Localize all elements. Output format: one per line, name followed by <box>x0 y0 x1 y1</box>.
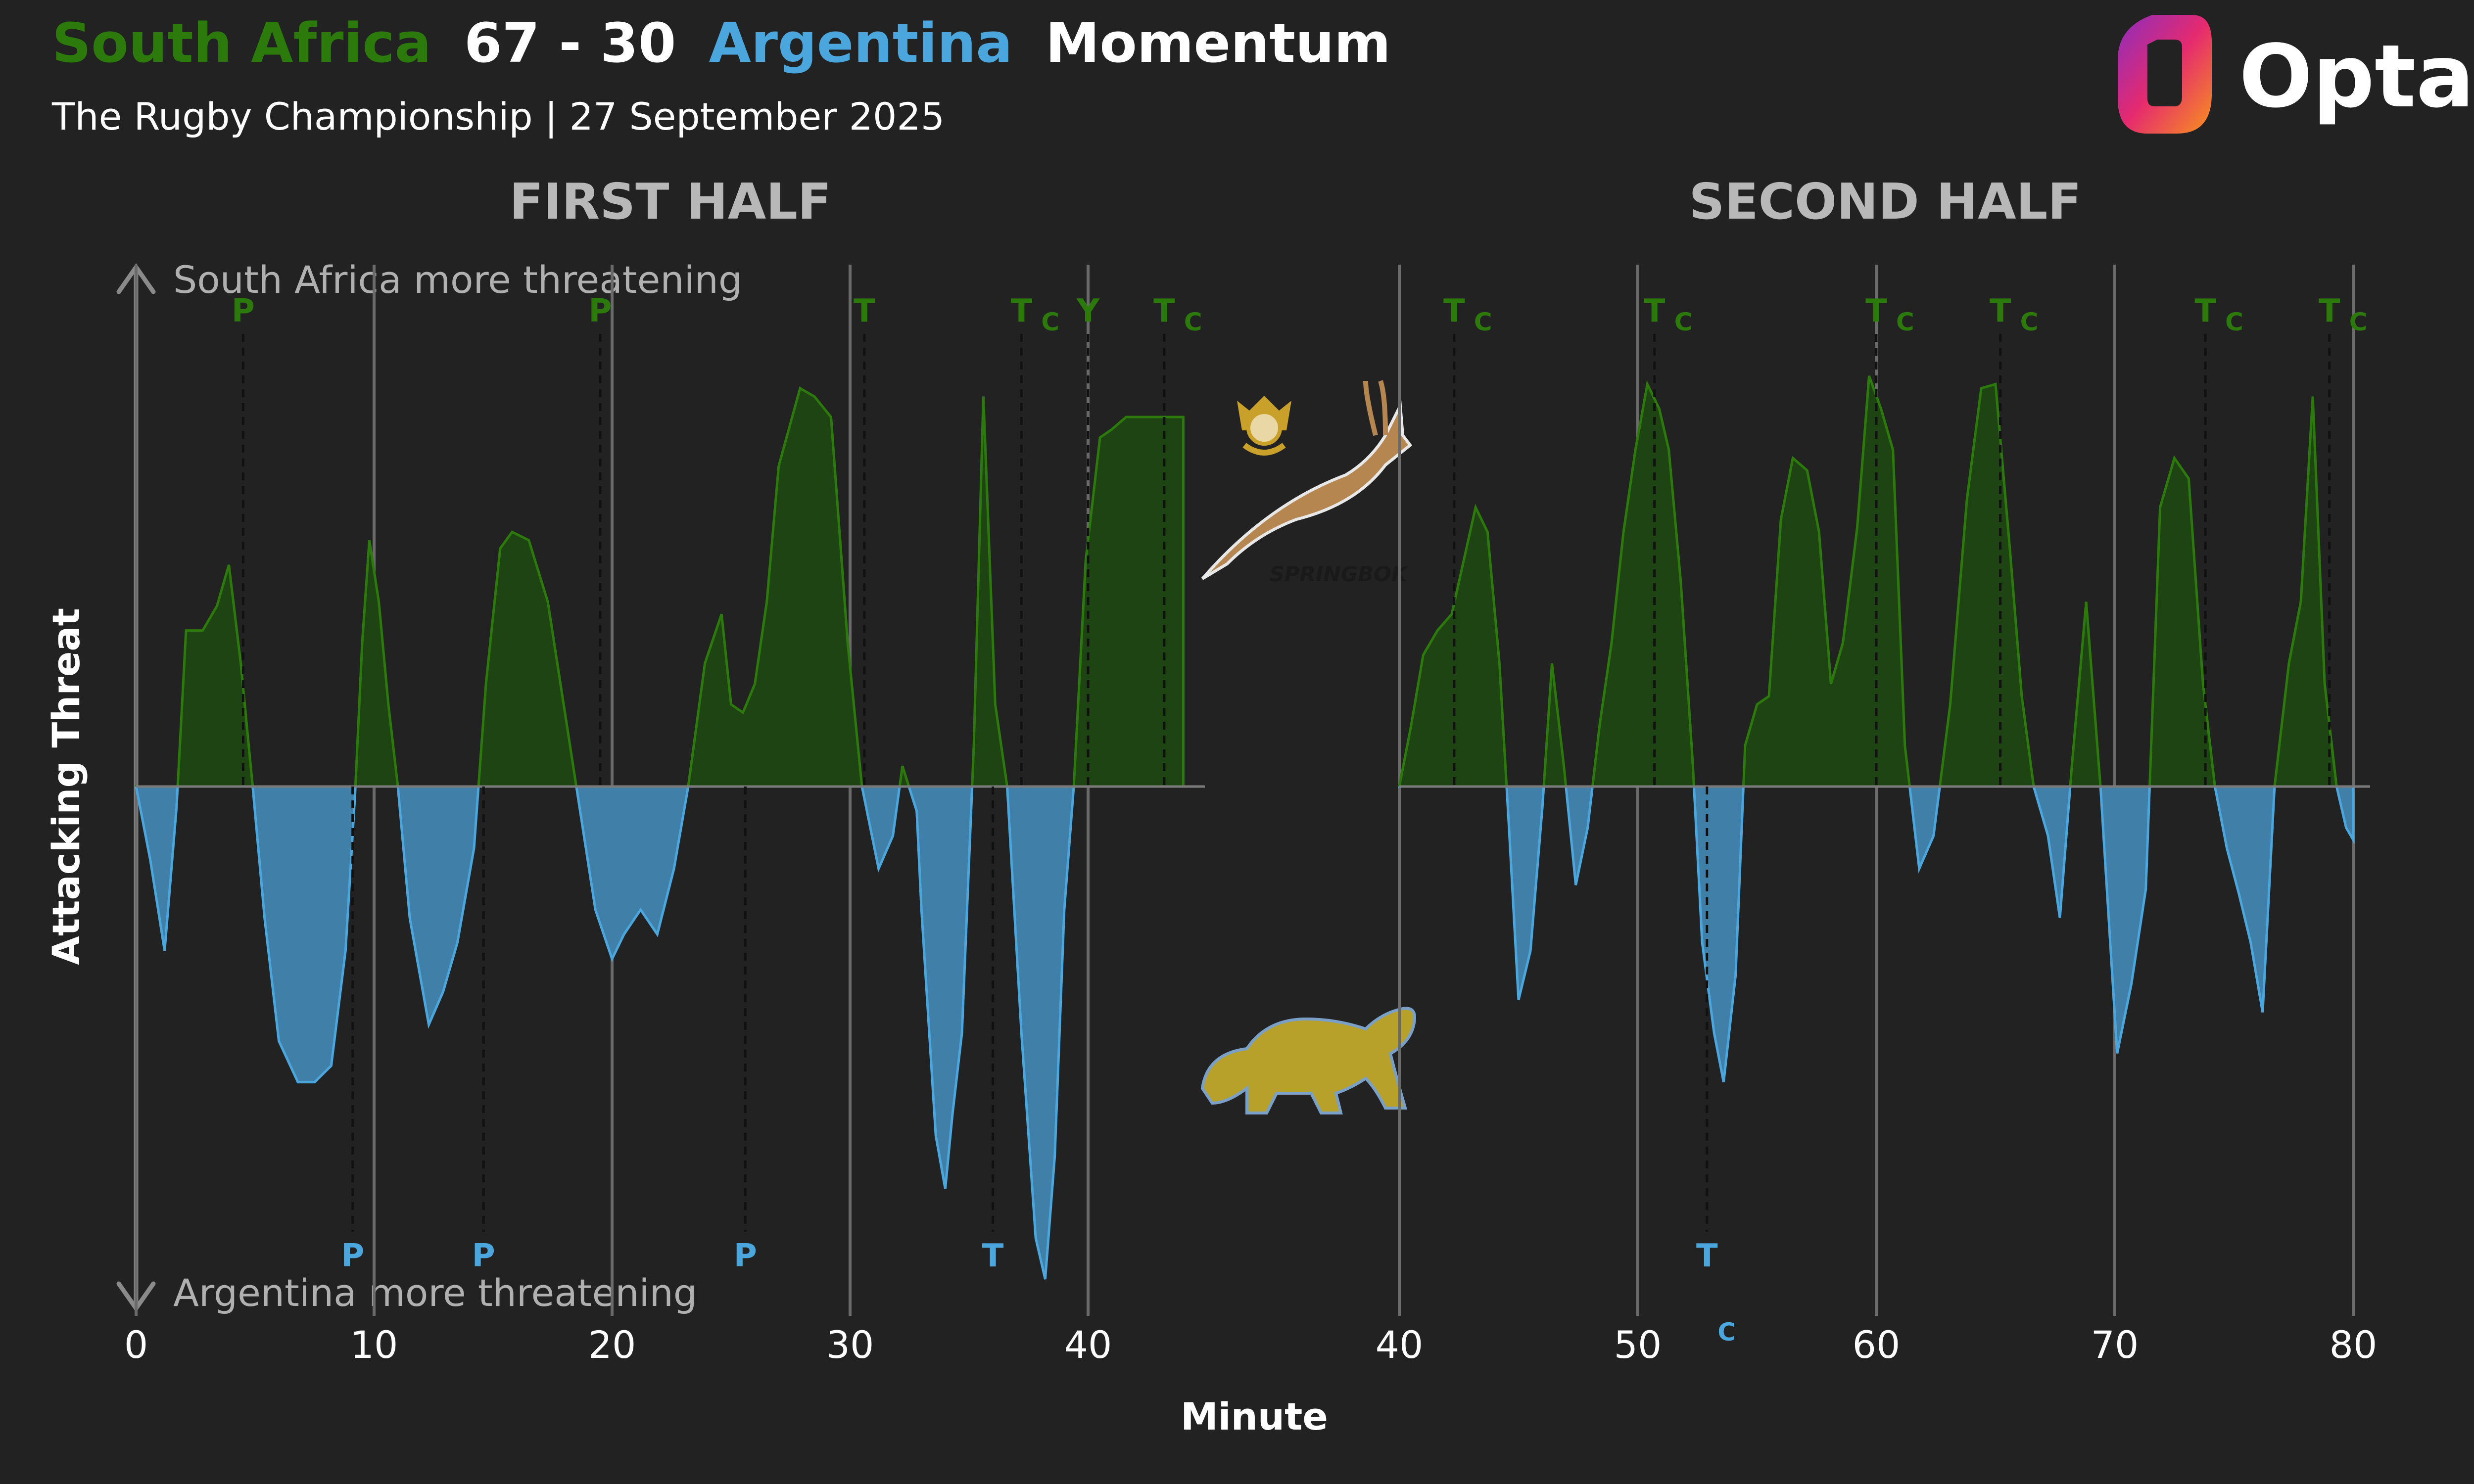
x-tick-label: 70 <box>2091 1323 2139 1367</box>
opta-logo: Opta <box>2118 15 2474 134</box>
home-threat-area <box>1398 375 2355 787</box>
x-tick-label: 20 <box>588 1323 636 1367</box>
home-conversion-label: C <box>2349 308 2368 336</box>
away-event-label: P <box>341 1238 364 1274</box>
panel-title-first-half: FIRST HALF <box>510 173 832 231</box>
away-event-label: P <box>734 1238 757 1274</box>
x-tick-label: 10 <box>350 1323 398 1367</box>
springbok-emblem-text: SPRINGBOK <box>1270 562 1409 586</box>
chart-title: South Africa 67 - 30 Argentina Momentum <box>52 11 1391 75</box>
home-event-label: T <box>1153 293 1175 329</box>
springbok-emblem-icon: SPRINGBOK <box>1201 380 1413 586</box>
title-away-team: Argentina <box>709 11 1013 75</box>
home-event-label: T <box>1010 293 1032 329</box>
home-event-label: T <box>1990 293 2011 329</box>
away-event-label: T <box>1696 1238 1718 1274</box>
x-tick-label: 80 <box>2330 1323 2378 1367</box>
x-tick-label: 40 <box>1064 1323 1112 1367</box>
chart-subtitle: The Rugby Championship | 27 September 20… <box>51 94 945 139</box>
home-conversion-label: C <box>1896 308 1914 336</box>
second-half-panel: 40 50 60 70 80T C T C T C T C T C T CTC <box>1376 265 2378 1367</box>
home-event-label: P <box>588 293 612 329</box>
home-conversion-label: C <box>1184 308 1202 336</box>
home-conversion-label: C <box>1041 308 1059 336</box>
home-event-label: T <box>1443 293 1465 329</box>
home-conversion-label: C <box>1474 308 1492 336</box>
away-event-label: T <box>982 1238 1004 1274</box>
home-event-label: T <box>854 293 875 329</box>
title-home-team: South Africa <box>52 11 431 75</box>
panel-title-second-half: SECOND HALF <box>1689 173 2081 231</box>
axis-top-label: South Africa more threatening <box>173 258 742 302</box>
away-event-label: P <box>472 1238 495 1274</box>
x-tick-label: 30 <box>826 1323 874 1367</box>
away-threat-area <box>135 787 1185 1280</box>
x-tick-label: 40 <box>1376 1323 1424 1367</box>
home-conversion-label: C <box>2020 308 2039 336</box>
home-event-label: T <box>1865 293 1887 329</box>
opta-mark-icon <box>2118 15 2212 134</box>
y-axis-title: Attacking Threat <box>44 608 88 965</box>
home-event-label: T <box>2319 293 2340 329</box>
opta-wordmark: Opta <box>2239 27 2474 127</box>
x-tick-label: 60 <box>1853 1323 1901 1367</box>
title-score: 67 - 30 <box>464 11 676 75</box>
away-conversion-label: C <box>1717 1318 1736 1346</box>
home-conversion-label: C <box>2225 308 2243 336</box>
home-conversion-label: C <box>1674 308 1693 336</box>
puma-emblem-icon <box>1200 1007 1416 1114</box>
home-event-label: T <box>1644 293 1665 329</box>
x-tick-label: 50 <box>1614 1323 1662 1367</box>
away-threat-area <box>1397 787 2355 1083</box>
axis-bottom-label: Argentina more threatening <box>173 1271 697 1315</box>
x-axis-title: Minute <box>1181 1394 1328 1438</box>
home-event-label: T <box>2194 293 2216 329</box>
first-half-panel: 0 10 20 30 40P P T T C Y T CP P P T <box>124 265 1205 1367</box>
home-event-label: Y <box>1076 293 1100 329</box>
x-tick-label: 0 <box>124 1323 148 1367</box>
home-threat-area <box>134 386 1185 787</box>
home-event-label: P <box>232 293 255 329</box>
title-suffix: Momentum <box>1046 11 1391 75</box>
